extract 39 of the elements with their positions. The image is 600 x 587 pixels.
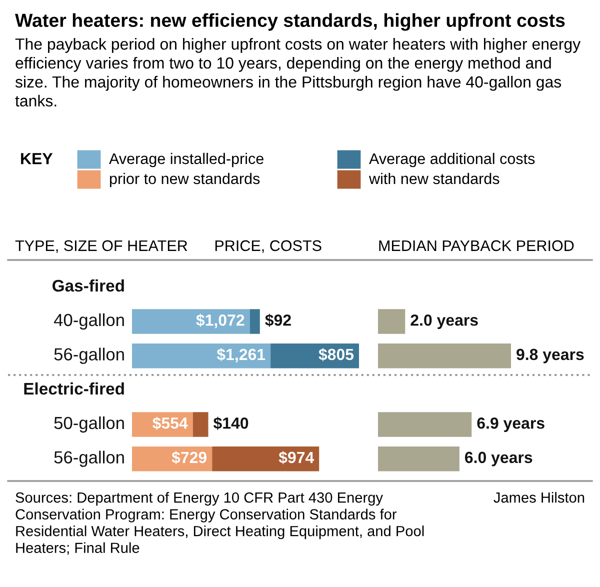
- y-tick-label: Gas-fired: [52, 279, 124, 292]
- data-label: $1,072: [196, 314, 244, 328]
- bar: [378, 446, 460, 472]
- bar: [270, 343, 359, 368]
- data-label: $1,261: [216, 348, 266, 362]
- data-label: 6.9 years: [477, 417, 544, 432]
- data-label: $974: [278, 451, 314, 464]
- bar: [132, 343, 271, 368]
- source-note: Sources: Department of Energy 10 CFR Part 430 Energy Conservation Program: Energy Conservation Standards for Residential Water Heaters, Direct Heating Equipment, and Pool Heaters; Final Rule: [16, 492, 424, 555]
- chart-title: PRICE, COSTS: [215, 240, 322, 253]
- bar: [212, 446, 320, 472]
- text: Water heaters: new efficiency standards, higher upfront costs: [15, 13, 565, 31]
- text: The payback period on higher upfront costs on water heaters with higher energy efficiency varies from two to 10 years, depending on the energy method and size. The majority of homeowners in the Pittsburgh region have 40-gallon gas tanks.: [15, 38, 581, 107]
- legend-label: Average additional costs with new standards: [368, 152, 535, 184]
- data-label: 6.0 years: [465, 452, 532, 466]
- bar: [132, 446, 212, 472]
- data-label: $729: [172, 451, 207, 464]
- legend-title: KEY: [21, 153, 53, 164]
- bar: [378, 412, 472, 437]
- data-label: $554: [152, 416, 188, 430]
- bar: [250, 309, 260, 334]
- y-tick-label: 56-gallon: [54, 348, 124, 364]
- data-label: $140: [213, 416, 248, 430]
- data-label: $805: [318, 348, 354, 362]
- y-tick-label: Electric-fired: [24, 382, 124, 395]
- y-tick-label: 40-gallon: [54, 313, 124, 330]
- bar: [378, 309, 406, 334]
- data-label: $92: [265, 314, 291, 327]
- bar: [378, 343, 511, 368]
- data-label: 9.8 years: [516, 348, 584, 364]
- bar: [192, 412, 208, 437]
- data-label: 2.0 years: [410, 314, 478, 329]
- text: James Hilston: [494, 492, 584, 503]
- y-tick-label: 56-gallon: [54, 450, 124, 467]
- y-tick-label: 50-gallon: [54, 416, 124, 433]
- legend-label: Average installed-price prior to new standards: [109, 152, 264, 188]
- chart-title: MEDIAN PAYBACK PERIOD: [379, 240, 574, 252]
- y-axis-title: TYPE, SIZE OF HEATER: [15, 240, 188, 253]
- bar: [132, 309, 250, 334]
